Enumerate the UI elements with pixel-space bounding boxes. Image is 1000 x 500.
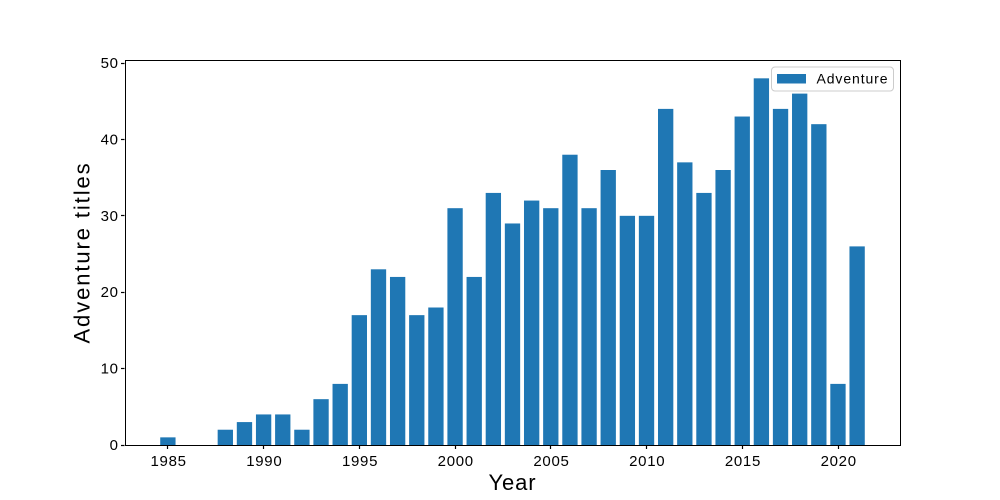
svg-text:2020: 2020: [821, 453, 857, 470]
svg-text:0: 0: [110, 437, 119, 454]
svg-text:1985: 1985: [151, 453, 187, 470]
svg-text:30: 30: [101, 208, 119, 225]
svg-text:2000: 2000: [438, 453, 474, 470]
svg-text:1995: 1995: [342, 453, 378, 470]
svg-text:50: 50: [101, 55, 119, 72]
svg-text:10: 10: [101, 361, 119, 378]
svg-text:Adventure titles: Adventure titles: [70, 161, 95, 343]
svg-text:2005: 2005: [533, 453, 569, 470]
svg-text:Year: Year: [488, 470, 536, 495]
svg-text:Adventure: Adventure: [817, 71, 889, 87]
svg-text:1990: 1990: [246, 453, 282, 470]
svg-text:2010: 2010: [629, 453, 665, 470]
svg-text:40: 40: [101, 131, 119, 148]
svg-text:20: 20: [101, 284, 119, 301]
svg-text:2015: 2015: [725, 453, 761, 470]
